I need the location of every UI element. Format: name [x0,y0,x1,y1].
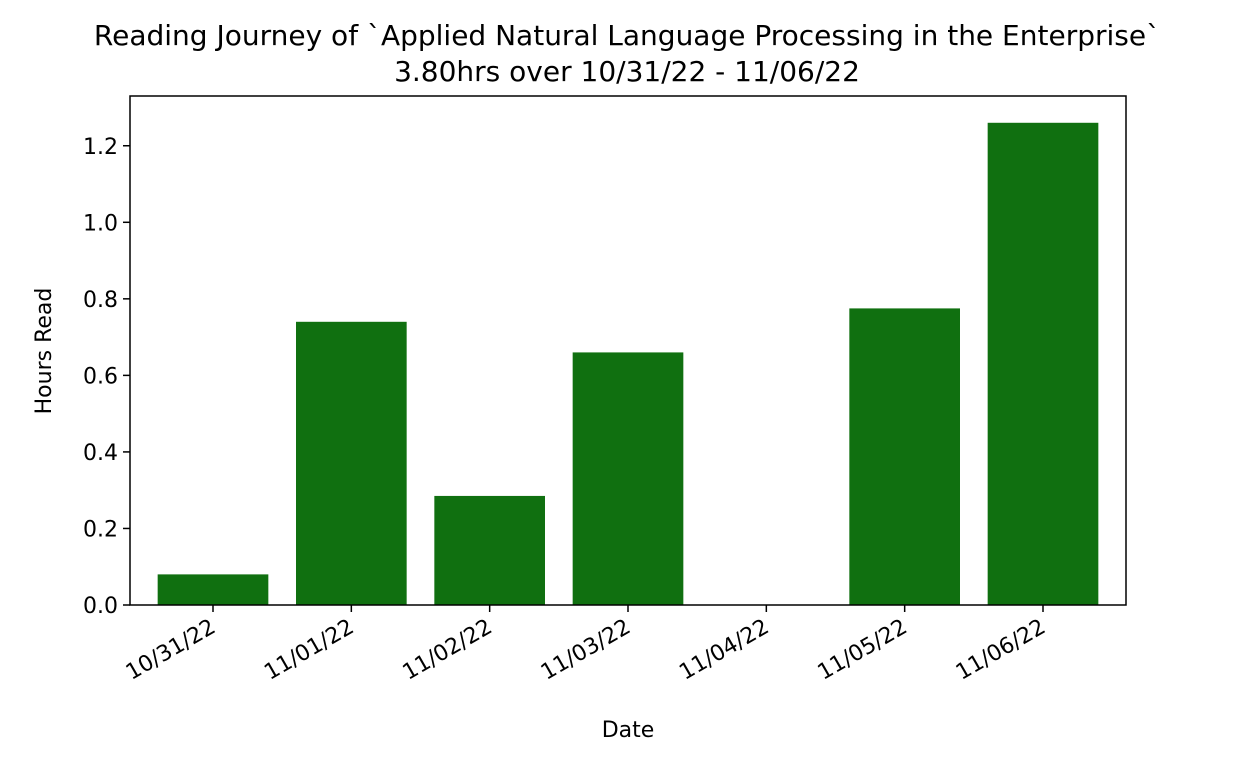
y-tick-label: 1.2 [83,135,118,160]
y-tick-label: 0.8 [83,288,118,313]
chart-title: Reading Journey of `Applied Natural Lang… [94,19,1160,52]
bar-11-03-22 [572,352,684,605]
y-tick-label: 0.6 [83,364,118,389]
y-tick-label: 0.2 [83,517,118,542]
bars-group [157,122,1099,605]
bar-11-06-22 [987,122,1099,605]
x-axis-label: Date [602,718,655,743]
y-tick-label: 0.0 [83,594,118,619]
y-axis: 0.0 0.2 0.4 0.6 0.8 1.0 1.2 [83,135,130,619]
bar-11-02-22 [434,495,545,605]
bar-11-01-22 [296,321,407,605]
plot-frame [129,95,1127,606]
y-tick-label: 0.4 [83,441,118,466]
bar-11-05-22 [849,308,960,605]
y-tick-label: 1.0 [83,211,118,236]
bar-10-31-22 [157,574,269,605]
y-axis-label: Hours Read [32,288,57,415]
chart-subtitle: 3.80hrs over 10/31/22 - 11/06/22 [394,55,860,88]
